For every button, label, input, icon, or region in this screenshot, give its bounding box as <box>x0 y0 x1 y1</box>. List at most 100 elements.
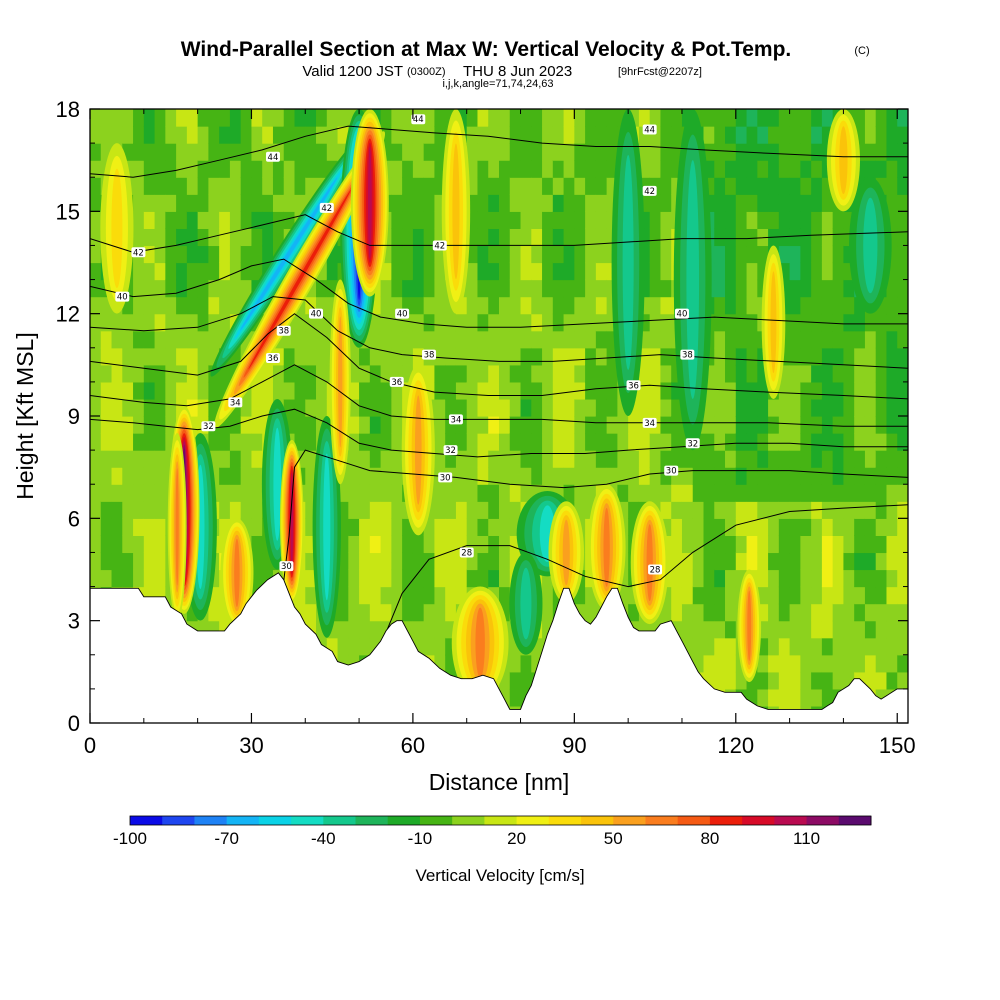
field-cell <box>843 433 855 451</box>
field-cell <box>768 620 780 639</box>
field-cell <box>186 160 199 178</box>
field-cell <box>531 160 543 178</box>
field-cell <box>585 484 597 502</box>
field-cell <box>520 228 532 247</box>
field-cell <box>509 177 522 195</box>
field-cell <box>294 416 306 434</box>
field-cell <box>316 347 328 366</box>
field-cell <box>821 381 834 400</box>
field-cell <box>563 245 575 264</box>
contour-label: 42 <box>434 241 445 251</box>
field-cell <box>746 126 758 144</box>
field-cell <box>176 330 188 349</box>
field-cell <box>595 228 608 247</box>
field-cell <box>811 228 823 247</box>
field-cell <box>703 501 715 519</box>
field-cell <box>369 620 382 639</box>
field-cell <box>832 501 845 519</box>
field-cell <box>509 364 522 383</box>
field-cell <box>606 450 618 468</box>
field-cell <box>800 245 812 264</box>
field-cell <box>832 450 845 468</box>
field-cell <box>509 654 522 673</box>
field-cell <box>186 228 199 247</box>
field-cell <box>240 518 253 536</box>
field-cell <box>789 654 801 673</box>
field-cell <box>671 364 683 383</box>
field-cell <box>886 637 898 656</box>
field-cell <box>154 262 166 281</box>
field-cell <box>714 126 726 144</box>
field-cell <box>251 160 263 178</box>
field-cell <box>402 126 414 144</box>
field-cell <box>100 484 113 502</box>
colorbar-swatch <box>645 816 679 825</box>
field-cell <box>477 313 489 332</box>
field-cell <box>649 433 662 451</box>
field-cell <box>692 552 705 571</box>
field-cell <box>832 535 845 554</box>
field-cell <box>886 228 898 247</box>
field-cell <box>552 177 565 195</box>
field-cell <box>143 364 156 383</box>
field-cell <box>90 552 102 571</box>
field-cell <box>143 313 156 332</box>
field-cell <box>326 245 339 264</box>
field-cell <box>197 160 209 178</box>
field-cell <box>240 177 253 195</box>
field-cell <box>703 569 715 588</box>
field-cell <box>542 569 554 588</box>
contour-label: 30 <box>666 467 677 477</box>
field-cell <box>735 467 748 485</box>
field-cell <box>509 279 522 298</box>
field-cell <box>294 143 306 161</box>
field-cell <box>402 143 414 161</box>
field-cell <box>348 484 360 502</box>
field-cell <box>692 518 705 536</box>
field-cell <box>789 535 801 554</box>
field-cell <box>165 279 177 298</box>
field-cell <box>122 347 134 366</box>
field-cell <box>714 211 726 229</box>
field-cell <box>542 228 554 247</box>
field-cell <box>843 279 855 298</box>
field-cell <box>90 467 102 485</box>
field-cell <box>337 637 349 656</box>
field-cell <box>811 398 823 417</box>
colorbar-tick-label: 20 <box>507 829 526 848</box>
field-cell <box>617 467 629 485</box>
field-cell <box>176 177 188 195</box>
colorbar-label: Vertical Velocity [cm/s] <box>415 866 584 885</box>
field-cell <box>509 194 522 212</box>
field-cell <box>262 194 274 212</box>
field-cell <box>628 416 640 434</box>
downdraft-level <box>622 155 634 370</box>
downdraft-plume <box>611 109 645 416</box>
field-cell <box>466 228 479 247</box>
field-cell <box>176 262 188 281</box>
field-cell <box>240 330 253 349</box>
field-cell <box>725 245 737 264</box>
field-cell <box>90 126 102 144</box>
field-cell <box>854 603 866 622</box>
contour-label: 38 <box>278 327 289 337</box>
field-cell <box>445 347 457 366</box>
field-cell <box>800 518 812 536</box>
field-cell <box>714 416 726 434</box>
field-cell <box>111 347 123 366</box>
field-cell <box>725 381 737 400</box>
field-cell <box>585 416 597 434</box>
field-cell <box>445 381 457 400</box>
contour-label: 44 <box>268 153 279 163</box>
field-cell <box>757 177 769 195</box>
field-cell <box>229 228 242 247</box>
field-cell <box>391 177 403 195</box>
field-cell <box>369 586 382 605</box>
contour-label: 38 <box>424 351 435 361</box>
field-cell <box>821 484 834 502</box>
field-cell <box>208 347 220 366</box>
field-cell <box>326 262 339 281</box>
field-cell <box>574 262 586 281</box>
field-cell <box>90 143 102 161</box>
field-cell <box>369 467 382 485</box>
